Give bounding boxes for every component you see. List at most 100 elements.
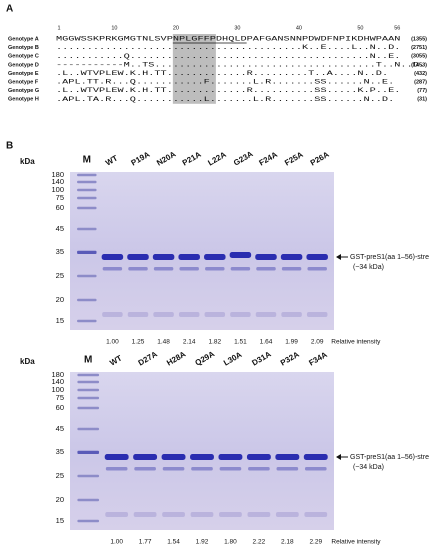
sequence-count: (2751): [411, 45, 427, 51]
position-number: 20: [173, 25, 179, 31]
protein-band: [101, 254, 124, 260]
sequence-count: (1355): [411, 36, 427, 42]
ladder-band: [77, 173, 97, 177]
position-number: 30: [234, 25, 240, 31]
panel-label: A: [6, 4, 13, 15]
ladder-label: 75: [56, 193, 64, 202]
ladder-label: 180: [51, 170, 64, 179]
ladder-band: [77, 388, 100, 392]
relative-intensity: 2.29: [309, 539, 322, 546]
ladder-label: 15: [56, 516, 64, 525]
faint-band: [127, 312, 149, 317]
intensity-label: Relative intensity: [331, 339, 381, 346]
lane-label: WT: [108, 353, 123, 367]
protein-band: [303, 454, 328, 460]
ladder-label: 45: [56, 424, 64, 433]
minor-band: [230, 267, 251, 271]
sequence: .APL.TT.R...Q...........F.......L.R.....…: [56, 79, 394, 86]
gel: [70, 172, 334, 330]
lane-label: F24A: [258, 150, 280, 168]
intensity-label: Relative intensity: [331, 539, 381, 546]
arrow-head: [336, 254, 341, 260]
marker-label: M: [84, 355, 92, 366]
ladder-label: 100: [51, 185, 64, 194]
relative-intensity: 1.00: [106, 339, 119, 346]
position-number: 40: [296, 25, 302, 31]
position-number: 1: [58, 25, 61, 31]
genotype-name: Genotype C: [8, 54, 39, 60]
panel-label: B: [6, 141, 13, 152]
faint-band: [178, 312, 200, 317]
genotype-name: Genotype E: [8, 71, 39, 77]
lane-label: L30A: [222, 350, 244, 368]
relative-intensity: 1.25: [132, 339, 145, 346]
lane-label: F34A: [307, 350, 329, 368]
ladder-label: 180: [51, 370, 64, 379]
ladder-band: [77, 319, 97, 323]
relative-intensity: 2.09: [311, 339, 324, 346]
protein-band: [255, 254, 277, 260]
faint-band: [102, 312, 123, 317]
position-number: 56: [394, 25, 400, 31]
minor-band: [304, 467, 327, 471]
ladder-band: [77, 498, 100, 502]
faint-band: [304, 512, 328, 517]
faint-band: [275, 512, 299, 517]
faint-band: [204, 312, 226, 317]
ladder-band: [77, 196, 97, 200]
minor-band: [179, 267, 199, 271]
genotype-name: Genotype G: [8, 88, 39, 94]
relative-intensity: 1.00: [110, 539, 123, 546]
sequence-count: (77): [417, 88, 427, 94]
faint-band: [247, 512, 271, 517]
ladder-band: [77, 274, 97, 278]
ladder-label: 15: [56, 316, 64, 325]
band-label: GST-preS1(aa 1–56)-strep: [350, 454, 429, 461]
lane-label: L22A: [206, 150, 228, 168]
minor-band: [105, 467, 128, 471]
protein-band: [218, 454, 243, 460]
relative-intensity: 1.54: [167, 539, 180, 546]
sequence: -----------M..TS........................…: [56, 61, 425, 68]
relative-intensity: 2.22: [253, 539, 266, 546]
kda-label: kDa: [20, 157, 35, 166]
faint-band: [162, 512, 185, 517]
relative-intensity: 1.77: [139, 539, 152, 546]
ladder-label: 20: [56, 295, 64, 304]
lane-label: WT: [104, 153, 119, 167]
ladder-label: 60: [56, 203, 64, 212]
faint-band: [255, 312, 277, 317]
genotype-name: Genotype B: [8, 45, 39, 51]
relative-intensity: 1.80: [224, 539, 237, 546]
faint-band: [306, 312, 328, 317]
ladder-band: [77, 474, 100, 478]
protein-band: [190, 454, 214, 460]
faint-band: [153, 312, 174, 317]
lane-label: F25A: [283, 150, 305, 168]
ladder-label: 25: [56, 471, 64, 480]
genotype-name: Genotype D: [8, 62, 39, 68]
relative-intensity: 2.14: [183, 339, 196, 346]
ladder-band: [77, 396, 100, 400]
genotype-name: Genotype H: [8, 97, 39, 103]
ladder-band: [77, 427, 100, 431]
protein-band: [229, 252, 252, 258]
ladder-band: [77, 380, 100, 384]
ladder-label: 25: [56, 271, 64, 280]
protein-band: [127, 254, 149, 260]
band-label: (~34 kDa): [353, 464, 384, 471]
relative-intensity: 1.82: [208, 339, 221, 346]
gel-image: [70, 172, 334, 330]
sequence-count: (3055): [411, 54, 427, 60]
minor-band: [248, 467, 270, 471]
relative-intensity: 2.18: [281, 539, 294, 546]
protein-band: [104, 454, 129, 460]
minor-band: [153, 267, 174, 271]
ladder-label: 35: [56, 247, 64, 256]
ladder-band: [77, 373, 100, 377]
ladder-label: 35: [56, 447, 64, 456]
lane-label: P21A: [181, 150, 203, 168]
band-label: (~34 kDa): [353, 264, 384, 271]
minor-band: [205, 267, 225, 271]
